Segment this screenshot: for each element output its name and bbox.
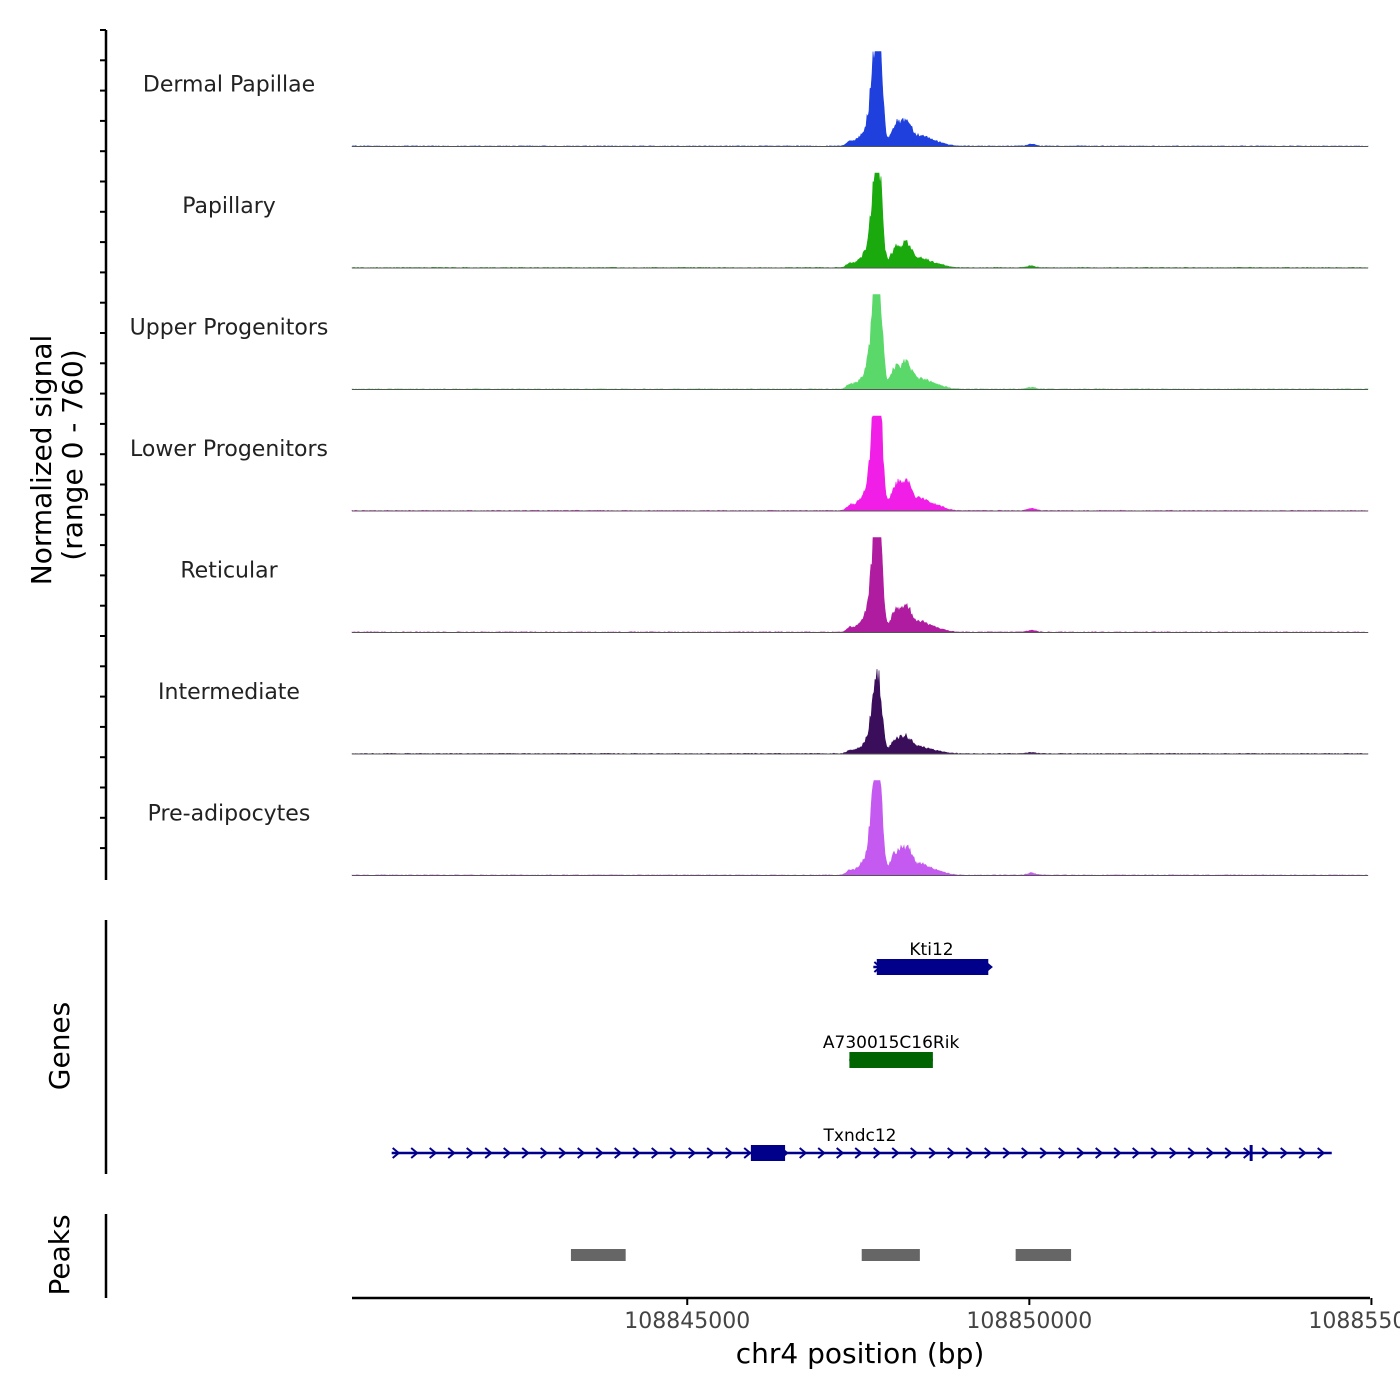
strand-arrow: [873, 1147, 882, 1159]
coverage-area: [351, 537, 1369, 633]
strand-arrow: [410, 1147, 419, 1159]
strand-arrow: [466, 1147, 475, 1159]
gene-txndc12: Txndc12: [391, 1126, 1332, 1161]
track-label: Pre-adipocytes: [148, 802, 311, 827]
track-label: Papillary: [182, 194, 276, 219]
gene-exon: [849, 1052, 933, 1068]
strand-arrow: [1298, 1147, 1307, 1159]
strand-arrow: [965, 1147, 974, 1159]
peak-region: [570, 1249, 626, 1261]
strand-arrow: [910, 1147, 919, 1159]
coverage-track-papillary: Papillary: [182, 172, 1369, 269]
strand-arrow: [614, 1147, 623, 1159]
coverage-area: [351, 172, 1369, 269]
coverage-track-dermal-papillae: Dermal Papillae: [143, 51, 1369, 147]
strand-arrow: [669, 1147, 678, 1159]
strand-arrow: [521, 1147, 530, 1159]
strand-arrow: [1021, 1147, 1030, 1159]
strand-arrow: [651, 1147, 660, 1159]
strand-arrow: [1095, 1147, 1104, 1159]
y-axis-title-line1: Normalized signal: [25, 335, 58, 586]
gene-label: Txndc12: [823, 1126, 897, 1146]
strand-arrow: [558, 1147, 567, 1159]
peak-region: [1015, 1249, 1072, 1261]
strand-arrow: [1039, 1147, 1048, 1159]
genes-axis-title: Genes: [43, 1002, 76, 1090]
strand-arrow: [503, 1147, 512, 1159]
strand-arrow: [891, 1147, 900, 1159]
x-tick-label: 108855000: [1308, 1309, 1400, 1334]
x-tick-label: 108845000: [624, 1309, 750, 1334]
strand-arrow: [1187, 1147, 1196, 1159]
strand-arrow: [429, 1147, 438, 1159]
coverage-track-pre-adipocytes: Pre-adipocytes: [148, 780, 1369, 876]
strand-arrow: [540, 1147, 549, 1159]
coverage-track-lower-progenitors: Lower Progenitors: [130, 415, 1369, 512]
gene-label: Kti12: [909, 940, 953, 960]
strand-arrow: [577, 1147, 586, 1159]
peaks-axis-title: Peaks: [43, 1214, 76, 1295]
strand-arrow: [1261, 1147, 1270, 1159]
coverage-area: [351, 780, 1369, 876]
strand-arrow: [1002, 1147, 1011, 1159]
coverage-track-upper-progenitors: Upper Progenitors: [130, 294, 1369, 390]
coverage-area: [351, 415, 1369, 512]
peak-region: [861, 1249, 920, 1261]
coverage-area: [351, 668, 1369, 755]
strand-arrow: [1280, 1147, 1289, 1159]
strand-arrow: [947, 1147, 956, 1159]
coverage-tracks: Dermal Papillae Papillary Upper Progenitor…: [130, 51, 1369, 876]
strand-arrow: [447, 1147, 456, 1159]
strand-arrow: [1169, 1147, 1178, 1159]
strand-arrow: [928, 1147, 937, 1159]
track-label: Dermal Papillae: [143, 73, 315, 98]
strand-arrow: [799, 1147, 808, 1159]
strand-arrow: [1150, 1147, 1159, 1159]
strand-arrow: [484, 1147, 493, 1159]
peak-track: [570, 1249, 1072, 1261]
gene-kti12: Kti12: [873, 940, 993, 975]
gene-track: Kti12 A730015C16Rik Txndc12: [391, 940, 1332, 1161]
strand-arrow: [1058, 1147, 1067, 1159]
coverage-area: [351, 294, 1369, 390]
gene-exon: [876, 959, 989, 975]
track-label: Reticular: [180, 559, 278, 584]
track-label: Upper Progenitors: [130, 316, 329, 341]
strand-arrow: [1076, 1147, 1085, 1159]
strand-arrow: [984, 1147, 993, 1159]
strand-arrow: [725, 1147, 734, 1159]
strand-arrow: [1113, 1147, 1122, 1159]
gene-a730015c16rik: A730015C16Rik: [823, 1033, 960, 1068]
x-axis: 108845000 108850000 108855000: [352, 1296, 1400, 1334]
strand-arrow: [688, 1147, 697, 1159]
strand-arrow: [632, 1147, 641, 1159]
strand-arrow: [743, 1147, 752, 1159]
strand-arrow: [595, 1147, 604, 1159]
strand-arrow: [836, 1147, 845, 1159]
left-axes: [100, 29, 108, 1298]
track-label: Lower Progenitors: [130, 437, 328, 462]
track-label: Intermediate: [158, 680, 300, 705]
gene-exon: [750, 1145, 786, 1161]
gene-exon: [1249, 1145, 1253, 1161]
y-axis-title-line2: (range 0 - 760): [56, 349, 89, 560]
x-tick-label: 108850000: [966, 1309, 1092, 1334]
gene-label: A730015C16Rik: [823, 1033, 960, 1053]
coverage-area: [351, 51, 1369, 147]
coverage-track-intermediate: Intermediate: [158, 668, 1369, 755]
strand-arrow: [1224, 1147, 1233, 1159]
strand-arrow: [854, 1147, 863, 1159]
coverage-track-reticular: Reticular: [180, 537, 1369, 633]
strand-arrow: [817, 1147, 826, 1159]
strand-arrow: [1132, 1147, 1141, 1159]
x-axis-title: chr4 position (bp): [736, 1337, 985, 1370]
strand-arrow: [706, 1147, 715, 1159]
strand-arrow: [1317, 1147, 1326, 1159]
strand-arrow: [1206, 1147, 1215, 1159]
strand-arrow: [392, 1147, 401, 1159]
